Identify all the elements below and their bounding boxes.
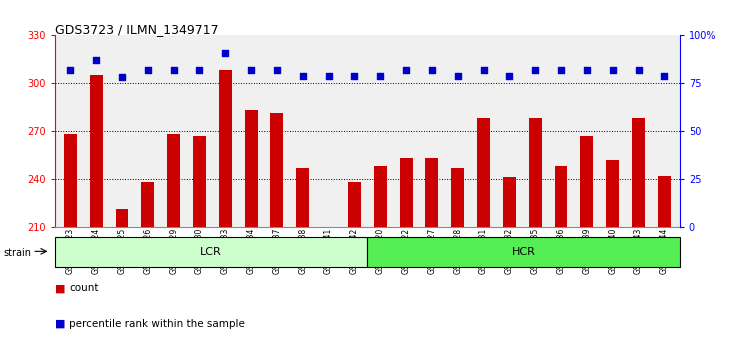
- Point: [194, 67, 205, 73]
- Point: [452, 73, 463, 78]
- Point: [607, 67, 618, 73]
- Text: percentile rank within the sample: percentile rank within the sample: [69, 319, 246, 329]
- Bar: [90, 75, 102, 227]
- Point: [400, 67, 412, 73]
- Text: GDS3723 / ILMN_1349717: GDS3723 / ILMN_1349717: [55, 23, 219, 36]
- Bar: [374, 166, 387, 227]
- Text: count: count: [69, 283, 99, 293]
- Point: [632, 67, 644, 73]
- Bar: [270, 113, 284, 227]
- Bar: [529, 118, 542, 227]
- Text: strain: strain: [4, 248, 31, 258]
- Point: [219, 50, 231, 56]
- Text: HCR: HCR: [512, 247, 536, 257]
- Bar: [400, 158, 412, 227]
- Point: [64, 67, 76, 73]
- Point: [426, 67, 438, 73]
- Bar: [219, 70, 232, 227]
- Point: [116, 75, 128, 80]
- Bar: [658, 176, 671, 227]
- Point: [349, 73, 360, 78]
- Text: LCR: LCR: [200, 247, 222, 257]
- Point: [246, 67, 257, 73]
- Point: [142, 67, 154, 73]
- Bar: [632, 118, 645, 227]
- Point: [504, 73, 515, 78]
- Bar: [193, 136, 206, 227]
- Bar: [503, 177, 516, 227]
- Bar: [606, 160, 619, 227]
- Point: [555, 67, 567, 73]
- Bar: [348, 182, 361, 227]
- Text: ■: ■: [55, 283, 65, 293]
- Bar: [477, 118, 490, 227]
- Bar: [245, 110, 257, 227]
- Bar: [580, 136, 594, 227]
- Point: [374, 73, 386, 78]
- Point: [529, 67, 541, 73]
- Bar: [555, 166, 567, 227]
- Point: [271, 67, 283, 73]
- Bar: [167, 134, 180, 227]
- Point: [323, 73, 335, 78]
- Point: [168, 67, 180, 73]
- Bar: [296, 168, 309, 227]
- Bar: [115, 209, 129, 227]
- Point: [581, 67, 593, 73]
- Text: ■: ■: [55, 319, 65, 329]
- Bar: [425, 158, 439, 227]
- Bar: [64, 134, 77, 227]
- Point: [477, 67, 489, 73]
- Bar: [55, 237, 367, 267]
- Bar: [451, 168, 464, 227]
- Point: [659, 73, 670, 78]
- Point: [91, 57, 102, 63]
- Bar: [367, 237, 680, 267]
- Bar: [141, 182, 154, 227]
- Point: [297, 73, 308, 78]
